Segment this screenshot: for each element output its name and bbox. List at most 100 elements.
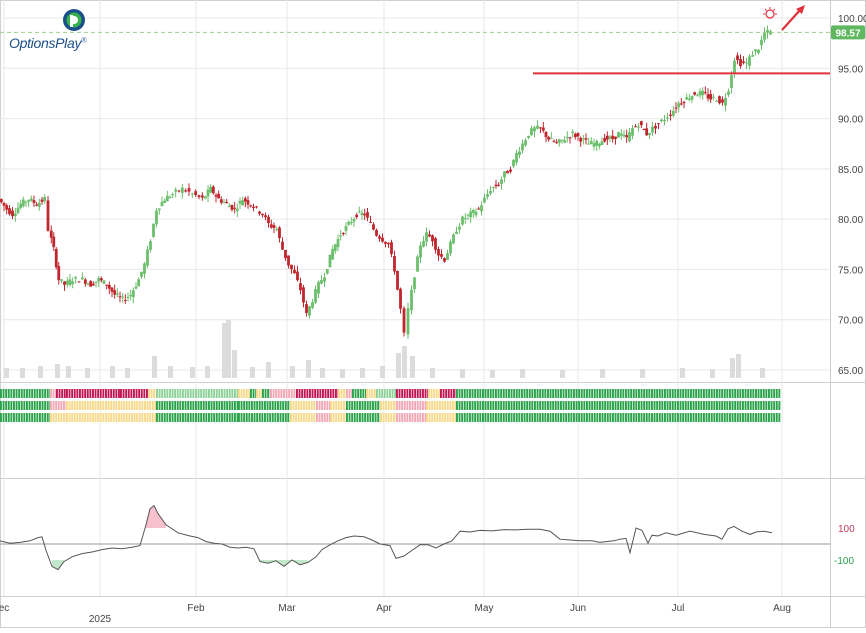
candle-up (524, 140, 527, 146)
candle-down (233, 207, 237, 209)
score-cell (283, 389, 285, 398)
score-cell (523, 413, 526, 422)
score-cell (245, 401, 248, 410)
volume-bar (190, 367, 195, 378)
score-cell (578, 401, 581, 410)
score-cell (366, 401, 369, 410)
score-cell (449, 413, 452, 422)
candle-down (544, 131, 548, 138)
candle-down (255, 206, 258, 208)
score-cell (625, 401, 627, 410)
score-cell (547, 401, 549, 410)
candle-up (617, 132, 620, 138)
score-cell (264, 401, 266, 410)
score-cell (651, 413, 653, 422)
candle-down (555, 142, 559, 144)
score-cell (261, 413, 264, 422)
candle-up (325, 269, 329, 274)
oscillator-line (0, 504, 773, 571)
candle-up (512, 159, 515, 167)
score-cell (622, 389, 625, 398)
score-cell (187, 413, 190, 422)
score-cell (382, 413, 385, 422)
score-cell (158, 401, 161, 410)
candle-up (155, 210, 158, 225)
score-cell (163, 401, 166, 410)
score-cell (682, 401, 685, 410)
score-cell (560, 389, 562, 398)
score-cell (221, 413, 223, 422)
candle-up (406, 308, 410, 335)
candle-up (314, 289, 317, 303)
score-cell (52, 413, 55, 422)
score-cell (102, 413, 105, 422)
score-cell (560, 413, 562, 422)
score-cell (295, 413, 298, 422)
candle-up (149, 241, 152, 250)
score-cell (372, 413, 374, 422)
score-cell (705, 389, 708, 398)
score-cell (729, 413, 731, 422)
score-cell (495, 389, 497, 398)
score-cell (316, 401, 318, 410)
score-cell (161, 401, 164, 410)
score-cell (386, 389, 389, 398)
score-cell (487, 413, 490, 422)
score-cell (554, 401, 557, 410)
score-cell (601, 389, 604, 398)
candle-up (131, 290, 135, 298)
score-cell (708, 413, 711, 422)
volume-bar (66, 366, 71, 378)
volume-bar (736, 354, 741, 378)
volume-bar (360, 368, 365, 378)
score-cell (487, 401, 490, 410)
candle-down (434, 238, 437, 250)
candle-up (344, 225, 348, 231)
score-cell (653, 413, 656, 422)
candle-down (243, 198, 247, 202)
score-cell (182, 413, 184, 422)
score-cell (575, 389, 578, 398)
volume-bar (110, 366, 115, 378)
candle-down (5, 205, 9, 210)
score-cell (361, 413, 364, 422)
score-cell (330, 401, 332, 410)
score-cell (396, 401, 398, 410)
candle-up (474, 211, 478, 216)
candle-up (27, 199, 31, 202)
score-cell (195, 389, 197, 398)
arrow-head (796, 5, 805, 14)
score-cell (89, 401, 92, 410)
score-cell (731, 401, 734, 410)
score-cell (599, 389, 601, 398)
score-cell (68, 401, 71, 410)
candle-down (399, 288, 402, 309)
candle-up (483, 197, 486, 203)
score-cell (635, 389, 638, 398)
score-cell (734, 413, 737, 422)
score-cell (471, 401, 474, 410)
score-cell (41, 413, 44, 422)
score-cell (567, 401, 570, 410)
score-cell (762, 389, 765, 398)
score-cell (200, 401, 203, 410)
score-cell (122, 389, 125, 398)
score-cell (118, 401, 120, 410)
score-cell (251, 401, 253, 410)
score-cell (604, 389, 607, 398)
score-cell (495, 413, 497, 422)
score-cell (256, 401, 259, 410)
score-cell (416, 413, 419, 422)
score-cell (71, 413, 74, 422)
candle-down (267, 216, 270, 224)
volume-bar (320, 368, 325, 378)
score-cell (700, 401, 703, 410)
score-cell (440, 389, 442, 398)
candle-up (671, 110, 675, 116)
score-cell (606, 401, 609, 410)
score-cell (187, 389, 190, 398)
score-cell (369, 401, 372, 410)
score-cell (438, 389, 441, 398)
candle-down (278, 227, 281, 239)
